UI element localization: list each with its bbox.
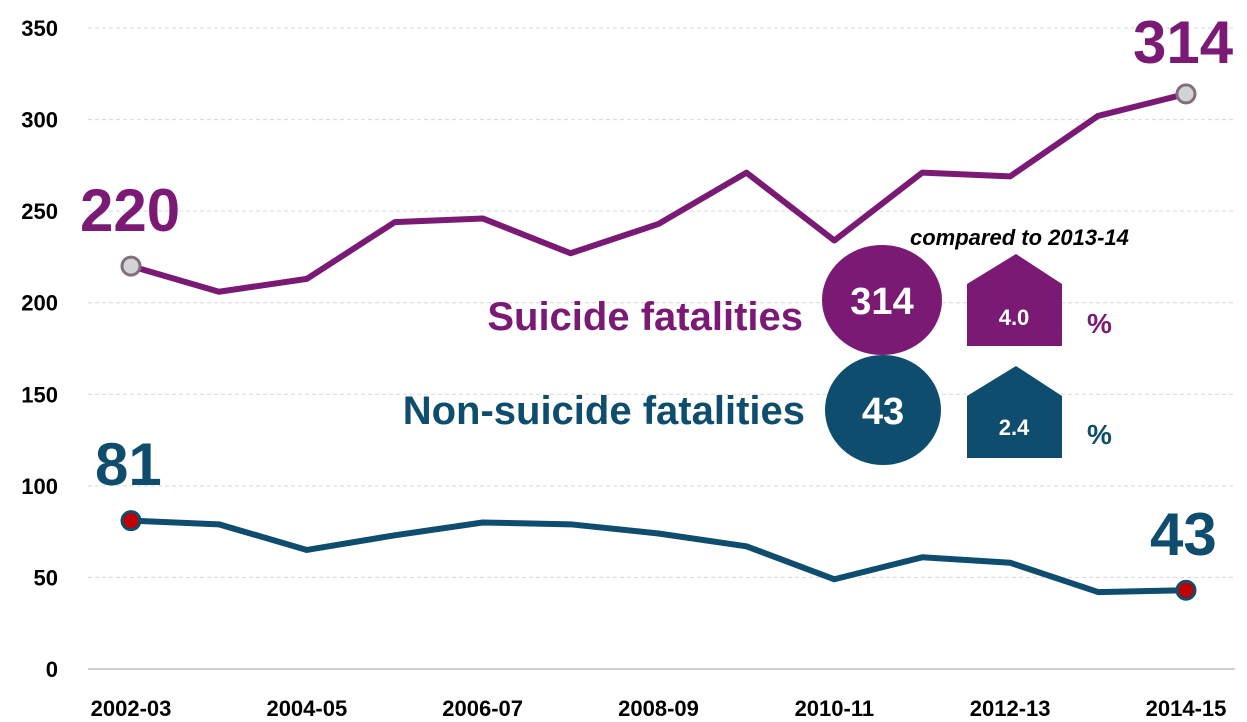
series-line-0 (128, 90, 1189, 295)
non-suicide-end-label: 43 (1150, 501, 1217, 568)
legend-suicide-label: Suicide fatalities (487, 295, 803, 339)
y-tick-label: 0 (46, 657, 58, 682)
y-tick-label: 100 (21, 474, 58, 499)
y-tick-label: 150 (21, 382, 58, 407)
y-tick-label: 200 (21, 291, 58, 316)
legend: compared to 2013-14 Suicide fatalities 3… (403, 225, 1129, 465)
x-tick-label: 2004-05 (266, 696, 347, 721)
legend-non-suicide-unit: % (1087, 419, 1112, 450)
suicide-end-label: 314 (1133, 9, 1234, 76)
legend-caption: compared to 2013-14 (910, 225, 1129, 250)
x-tick-label: 2010-11 (795, 696, 875, 721)
x-axis-ticks: 2002-03 2004-05 2006-07 2008-09 2010-11 2012-… (91, 696, 1227, 721)
y-tick-label: 300 (21, 108, 58, 133)
y-tick-label: 350 (21, 16, 58, 41)
series-endpoint-marker (1175, 579, 1197, 601)
series-endpoint-marker (120, 510, 142, 532)
y-tick-label: 50 (34, 565, 58, 590)
x-tick-label: 2002-03 (91, 696, 172, 721)
legend-suicide-value: 314 (850, 281, 913, 323)
series-line-1 (128, 517, 1189, 596)
x-tick-label: 2006-07 (442, 696, 523, 721)
legend-suicide-unit: % (1087, 308, 1112, 339)
y-axis-ticks: 0 50 100 150 200 250 300 350 (21, 16, 58, 682)
legend-non-suicide-label: Non-suicide fatalities (403, 389, 805, 433)
legend-non-suicide-change: 2.4 (999, 415, 1030, 440)
suicide-start-label: 220 (80, 177, 180, 244)
series-lines (128, 90, 1189, 596)
legend-non-suicide-value: 43 (862, 391, 904, 433)
non-suicide-start-label: 81 (95, 431, 162, 498)
legend-non-suicide-change-up-icon (967, 366, 1062, 458)
series-markers (120, 83, 1197, 601)
x-tick-label: 2008-09 (618, 696, 699, 721)
x-tick-label: 2012-13 (970, 696, 1051, 721)
legend-suicide-circle (822, 245, 942, 355)
legend-non-suicide-circle (825, 355, 941, 465)
legend-suicide-change: 4.0 (999, 305, 1030, 330)
series-endpoint-marker (120, 255, 142, 277)
series-endpoint-marker (1175, 83, 1197, 105)
legend-suicide-change-up-icon (967, 254, 1062, 346)
x-tick-label: 2014-15 (1146, 696, 1227, 721)
y-tick-label: 250 (21, 199, 58, 224)
